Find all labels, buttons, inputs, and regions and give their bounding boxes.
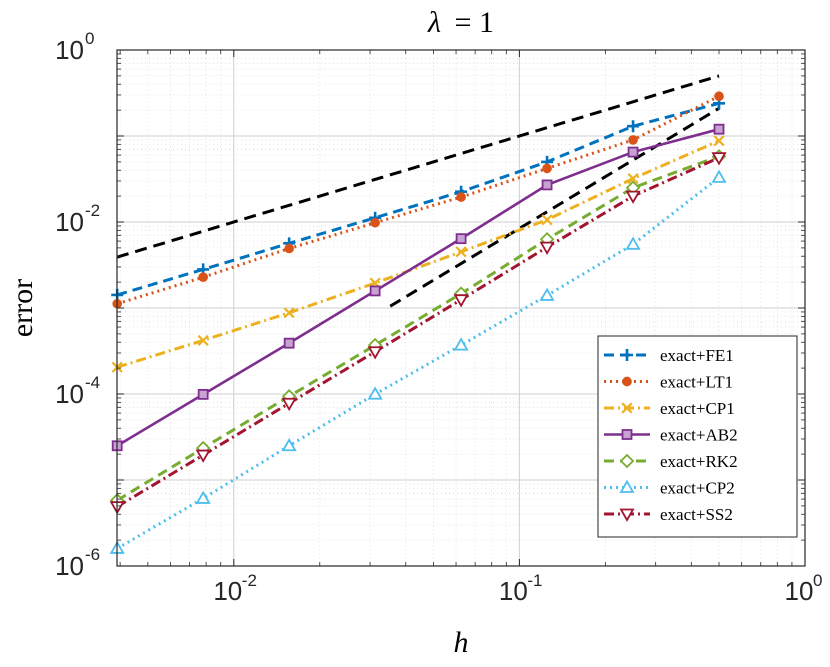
data-point-exact-ss2: [625, 190, 641, 204]
x-axis-label: h: [454, 626, 469, 659]
data-point-exact-lt1: [456, 192, 466, 202]
x-tick-exponent: -2: [242, 571, 257, 590]
x-tick-exponent: -1: [527, 571, 542, 590]
data-point-exact-ss2: [711, 152, 727, 166]
legend-label-exact-ab2: exact+AB2: [660, 426, 738, 445]
data-point-exact-cp2: [195, 490, 211, 504]
data-point-exact-lt1: [714, 91, 724, 102]
y-tick-label: 10: [55, 379, 84, 409]
data-point-exact-cp1: [713, 135, 725, 147]
data-point-exact-fe1: [627, 120, 640, 133]
data-point-exact-ab2: [541, 179, 553, 191]
y-tick-label: 10: [55, 551, 84, 581]
data-point-exact-cp2: [453, 337, 469, 351]
data-point-exact-ss2: [195, 449, 211, 463]
data-point-exact-cp2: [281, 437, 297, 452]
data-point-exact-ab2: [713, 123, 725, 135]
y-tick-exponent: -2: [85, 201, 100, 220]
x-tick-label: 10: [213, 576, 242, 606]
series-line-exact-fe1: [116, 101, 720, 297]
legend-label-exact-ss2: exact+SS2: [660, 505, 733, 524]
chart-title-value: = 1: [455, 6, 494, 39]
data-point-exact-cp1: [197, 334, 209, 346]
reference-lines: [116, 74, 720, 308]
series-line-exact-cp1: [116, 139, 720, 369]
legend-label-exact-cp2: exact+CP2: [660, 479, 735, 498]
data-point-exact-lt1: [370, 217, 380, 228]
data-point-exact-lt1: [284, 243, 294, 254]
data-point-exact-ab2: [627, 146, 639, 158]
legend-label-exact-fe1: exact+FE1: [660, 346, 734, 365]
data-point-exact-ss2: [453, 294, 469, 308]
chart-title-lambda: λ: [427, 6, 441, 39]
data-point-exact-ss2: [539, 241, 555, 255]
data-point-exact-cp1: [455, 246, 467, 258]
slope-2-reference: [389, 107, 720, 308]
data-point-exact-lt1: [198, 272, 208, 283]
legend-marker-exact-fe1: [621, 349, 633, 361]
x-tick-label: 10: [785, 576, 814, 606]
y-tick-exponent: -4: [85, 373, 100, 392]
data-point-exact-cp2: [711, 169, 727, 183]
legend-label-exact-cp1: exact+CP1: [660, 399, 735, 418]
legend-marker-exact-cp1: [621, 402, 633, 414]
legend-marker-exact-ss2: [619, 508, 635, 522]
series-line-exact-rk2: [116, 154, 720, 502]
series-line-exact-ss2: [116, 156, 720, 508]
data-point-exact-lt1: [628, 135, 638, 145]
data-point-exact-ss2: [281, 397, 297, 412]
data-point-exact-cp2: [367, 386, 383, 400]
y-tick-label: 10: [55, 35, 84, 65]
chart-title: λ = 1: [427, 6, 494, 39]
axis-ticks: [117, 49, 806, 567]
data-point-exact-ab2: [283, 337, 295, 349]
data-point-exact-ab2: [369, 285, 381, 297]
y-tick-label: 10: [55, 207, 84, 237]
legend-marker-exact-rk2: [619, 453, 635, 469]
legend-label-exact-lt1: exact+LT1: [660, 373, 733, 392]
data-point-exact-cp2: [539, 287, 555, 301]
data-point-exact-ab2: [455, 233, 467, 245]
x-tick-label: 10: [499, 576, 528, 606]
series-line-exact-cp2: [116, 176, 720, 550]
legend-label-exact-rk2: exact+RK2: [660, 452, 738, 471]
legend: exact+FE1 exact+LT1 exact+CP1 exact+AB2 exac…: [597, 335, 798, 538]
series-line-exact-ab2: [116, 127, 720, 447]
y-tick-exponent: -6: [85, 545, 100, 564]
x-tick-exponent: 0: [813, 571, 822, 590]
legend-marker-exact-lt1: [622, 376, 632, 387]
tick-labels: 10 -2 10 -1 10 010 -610 -410 -210 0: [55, 29, 822, 606]
legend-marker-exact-cp2: [619, 479, 635, 493]
y-axis-label: error: [6, 279, 39, 337]
legend-marker-exact-ab2: [621, 429, 633, 440]
data-point-exact-ab2: [197, 388, 209, 400]
series-lines: [116, 94, 720, 550]
data-point-exact-cp1: [541, 214, 553, 226]
data-point-exact-lt1: [542, 163, 552, 174]
data-point-exact-cp1: [627, 172, 639, 185]
data-point-exact-cp1: [283, 307, 295, 319]
data-point-exact-ss2: [367, 346, 383, 360]
slope-1-reference: [116, 74, 720, 259]
data-point-exact-cp2: [625, 236, 641, 250]
y-tick-exponent: 0: [85, 29, 94, 48]
